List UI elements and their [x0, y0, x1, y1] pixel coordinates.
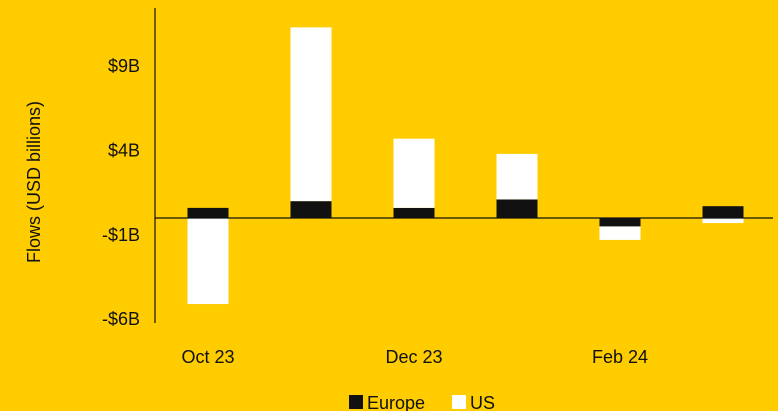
bar-europe-3: [496, 199, 538, 218]
y-tick-label: $9B: [108, 56, 140, 76]
y-tick-label: -$6B: [102, 309, 140, 329]
y-axis-label: Flows (USD billions): [24, 101, 44, 263]
legend-label-us: US: [470, 393, 495, 411]
x-tick-label: Dec 23: [385, 347, 442, 367]
bar-europe-2: [393, 207, 435, 218]
bar-europe-4: [599, 218, 641, 227]
x-tick-label: Oct 23: [181, 347, 234, 367]
bar-us-3: [496, 153, 538, 200]
bar-europe-1: [290, 201, 332, 218]
bar-europe-0: [187, 207, 229, 218]
bar-us-2: [393, 138, 435, 208]
legend-swatch-us: [452, 395, 466, 409]
bars: [187, 27, 744, 305]
bar-us-4: [599, 226, 641, 240]
bar-us-0: [187, 218, 229, 305]
x-tick-labels: Oct 23 Dec 23 Feb 24: [181, 347, 648, 367]
bar-europe-5: [702, 206, 744, 218]
legend-label-europe: Europe: [367, 393, 425, 411]
y-tick-label: -$1B: [102, 225, 140, 245]
x-tick-label: Feb 24: [592, 347, 648, 367]
legend: Europe US: [349, 393, 495, 411]
bar-us-5: [702, 218, 744, 224]
y-tick-labels: $9B $4B -$1B -$6B: [102, 56, 140, 329]
bar-us-1: [290, 27, 332, 202]
y-tick-label: $4B: [108, 141, 140, 161]
legend-swatch-europe: [349, 395, 363, 409]
